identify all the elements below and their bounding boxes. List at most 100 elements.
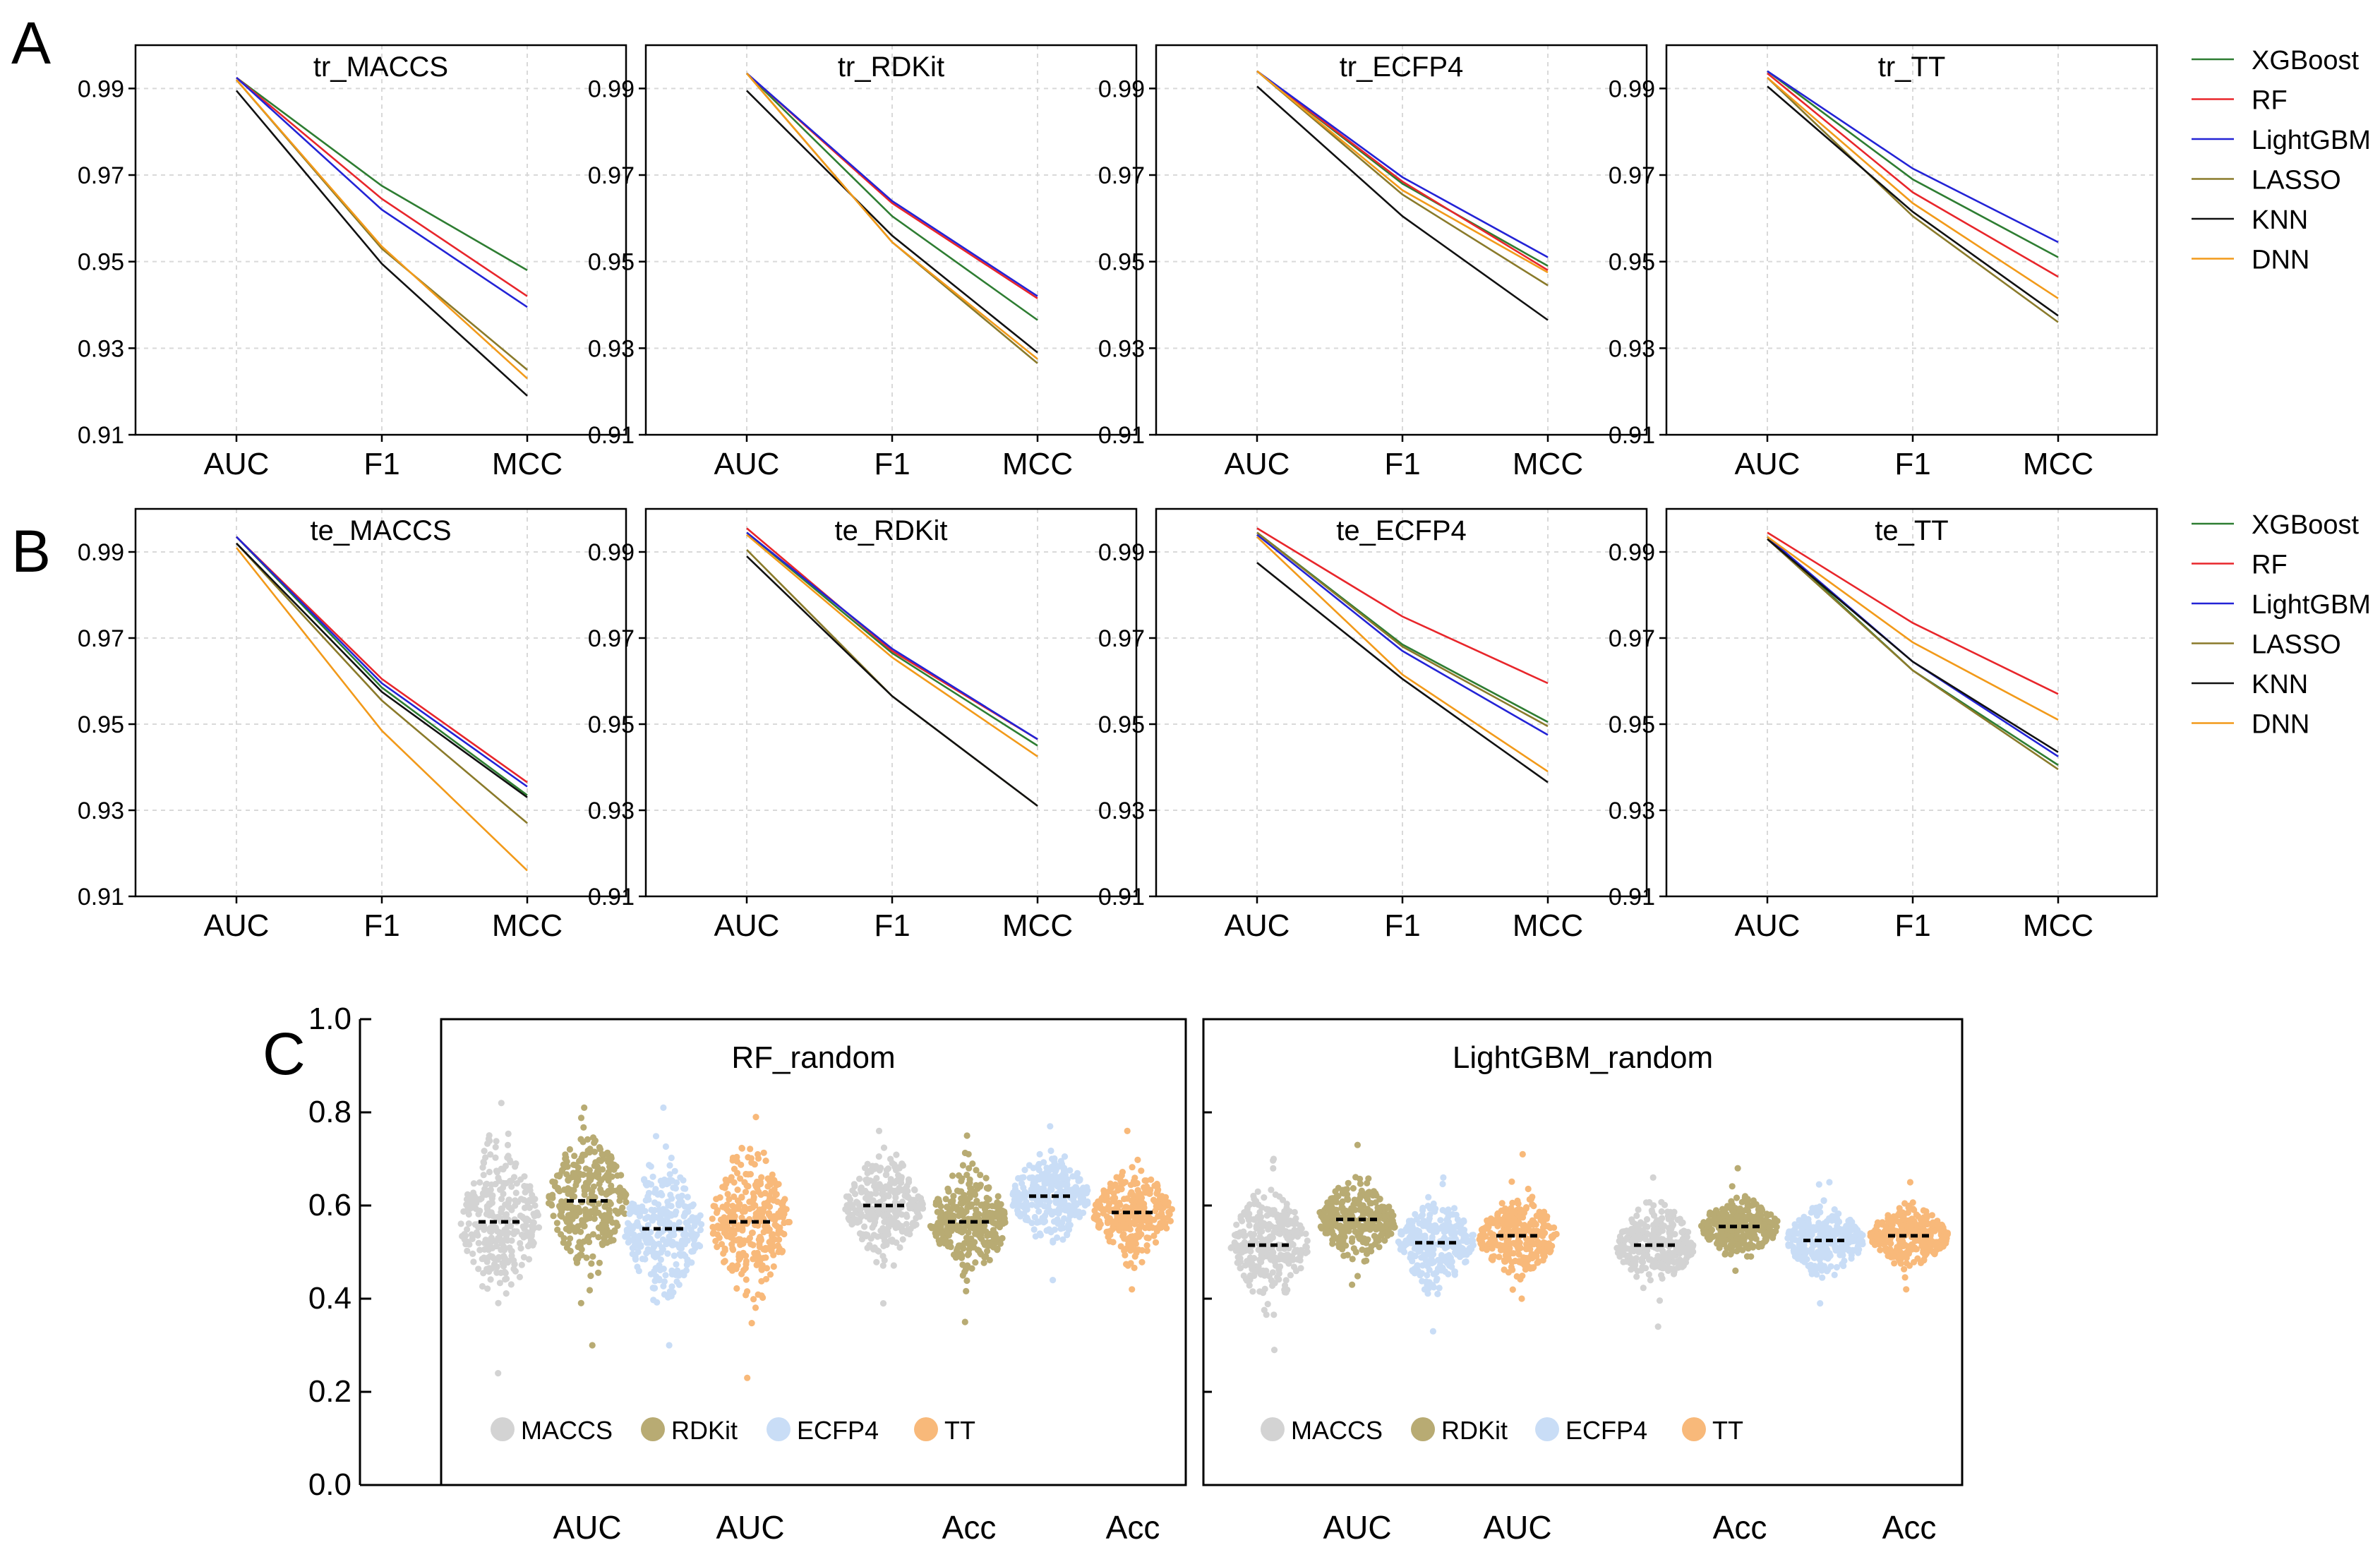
swarm-point bbox=[1272, 1191, 1279, 1198]
swarm-point bbox=[1059, 1225, 1067, 1232]
swarm-point bbox=[1508, 1178, 1515, 1185]
swarm-point bbox=[1263, 1236, 1270, 1243]
swarm-point bbox=[529, 1191, 536, 1198]
swarm-point bbox=[630, 1201, 637, 1208]
swarm-point bbox=[1323, 1220, 1330, 1227]
swarm-point bbox=[913, 1208, 920, 1215]
swarm-point bbox=[1151, 1198, 1158, 1205]
swarm-point bbox=[1146, 1217, 1153, 1224]
swarm-point bbox=[1727, 1233, 1734, 1240]
series-line-dnn bbox=[1256, 70, 1549, 274]
swarm-point bbox=[943, 1210, 950, 1218]
swarm-point bbox=[767, 1178, 774, 1185]
swarm-point bbox=[734, 1262, 741, 1269]
swarm-point bbox=[1498, 1200, 1505, 1207]
swarm-point bbox=[709, 1215, 716, 1222]
swarm-point bbox=[757, 1215, 764, 1222]
swarm-point bbox=[1342, 1208, 1350, 1215]
swarm-point bbox=[729, 1203, 736, 1210]
swarm-point bbox=[883, 1217, 890, 1224]
swarm-point bbox=[752, 1183, 759, 1190]
swarm-point bbox=[642, 1256, 649, 1263]
swarm-point bbox=[635, 1237, 642, 1244]
swarm-point bbox=[966, 1242, 973, 1249]
swarm-point bbox=[1700, 1219, 1707, 1226]
series-line-lasso bbox=[1767, 538, 2059, 771]
swarm-point bbox=[742, 1265, 749, 1272]
swarm-point bbox=[884, 1210, 891, 1218]
swarm-point bbox=[1648, 1207, 1655, 1214]
swarm-point bbox=[1059, 1200, 1066, 1207]
swarm-point bbox=[771, 1186, 778, 1194]
chart-title: tr_ECFP4 bbox=[1340, 52, 1464, 83]
swarm-point bbox=[1658, 1261, 1665, 1268]
swarm-point bbox=[493, 1138, 500, 1145]
swarm-point bbox=[877, 1198, 884, 1206]
swarm-point bbox=[601, 1234, 608, 1242]
swarm-point bbox=[1279, 1196, 1287, 1203]
legend-label-rf: RF bbox=[2252, 86, 2288, 116]
chart-title: te_RDKit bbox=[834, 515, 947, 546]
swarm-point bbox=[488, 1199, 496, 1206]
swarm-point bbox=[481, 1226, 488, 1233]
swarm-point bbox=[1528, 1251, 1535, 1258]
swarm-point bbox=[531, 1202, 539, 1209]
swarm-point bbox=[1376, 1221, 1383, 1228]
swarm-point bbox=[1654, 1234, 1661, 1242]
y-tick-label: 0.2 bbox=[308, 1374, 351, 1409]
series-line-rf bbox=[236, 77, 528, 297]
swarm-point bbox=[591, 1210, 599, 1217]
swarm-point bbox=[1451, 1271, 1458, 1278]
swarm-point bbox=[1460, 1227, 1468, 1234]
swarm-point bbox=[1350, 1245, 1357, 1252]
swarm-point bbox=[1429, 1328, 1436, 1335]
swarm-point bbox=[965, 1229, 972, 1236]
swarm-point bbox=[1095, 1223, 1102, 1230]
swarm-point bbox=[611, 1227, 618, 1234]
swarm-point bbox=[738, 1144, 745, 1152]
swarm-point bbox=[595, 1269, 602, 1276]
swarm-point bbox=[1678, 1229, 1685, 1236]
swarm-point bbox=[644, 1222, 651, 1229]
swarm-point bbox=[1463, 1239, 1470, 1246]
swarm-point bbox=[464, 1247, 471, 1254]
swarm-point bbox=[1827, 1252, 1834, 1259]
swarm-point bbox=[1544, 1243, 1551, 1250]
series-line-lightgbm bbox=[1767, 70, 2059, 244]
swarm-point bbox=[724, 1191, 731, 1198]
swarm-point bbox=[896, 1244, 903, 1251]
swarm-point bbox=[577, 1228, 584, 1235]
swarm-point bbox=[1103, 1193, 1110, 1200]
swarm-point bbox=[1084, 1200, 1091, 1207]
swarm-point bbox=[588, 1260, 595, 1267]
swarm-point bbox=[577, 1114, 585, 1122]
swarm-point bbox=[487, 1276, 494, 1283]
swarm-point bbox=[1118, 1172, 1125, 1179]
series-line-lasso bbox=[1256, 531, 1549, 728]
swarm-point bbox=[594, 1168, 601, 1175]
swarm-point bbox=[1054, 1220, 1062, 1227]
swarm-rdkit-auc bbox=[1316, 1141, 1398, 1288]
swarm-point bbox=[1047, 1174, 1054, 1182]
swarm-point bbox=[512, 1202, 519, 1209]
swarm-point bbox=[755, 1208, 762, 1216]
swarm-point bbox=[493, 1167, 500, 1174]
panel-letter-a: A bbox=[11, 10, 51, 76]
swarm-point bbox=[1163, 1225, 1170, 1232]
swarm-point bbox=[1035, 1208, 1042, 1215]
series-line-dnn bbox=[1767, 77, 2059, 299]
swarm-point bbox=[741, 1203, 748, 1210]
swarm-point bbox=[1479, 1242, 1486, 1249]
swarm-point bbox=[570, 1170, 577, 1177]
swarm-point bbox=[843, 1193, 850, 1200]
swarm-point bbox=[762, 1244, 769, 1251]
swarm-point bbox=[1483, 1246, 1490, 1254]
swarm-point bbox=[949, 1172, 956, 1179]
swarm-point bbox=[503, 1290, 510, 1297]
x-tick-label: AUC bbox=[1735, 908, 1801, 943]
plot-frame bbox=[440, 1018, 1187, 1486]
swarm-point bbox=[1297, 1230, 1304, 1237]
swarm-point bbox=[1773, 1223, 1780, 1230]
swarm-point bbox=[1743, 1198, 1750, 1205]
